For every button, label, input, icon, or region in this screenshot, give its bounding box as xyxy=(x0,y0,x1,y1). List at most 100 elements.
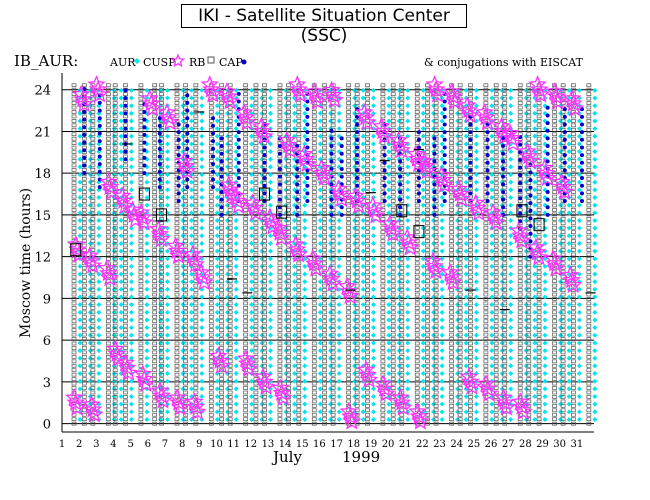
rb-marker xyxy=(152,359,158,364)
aur-marker xyxy=(118,325,124,331)
aur-marker xyxy=(249,225,255,231)
rb-marker xyxy=(193,163,199,168)
rb-marker xyxy=(346,390,351,395)
rb-marker xyxy=(493,114,499,119)
rb-marker xyxy=(346,372,351,377)
rb-marker xyxy=(433,417,439,422)
rb-marker xyxy=(354,399,360,404)
aur-marker xyxy=(259,317,265,323)
rb-marker xyxy=(286,350,291,355)
rb-marker xyxy=(90,181,96,186)
rb-marker xyxy=(414,257,420,261)
rb-marker xyxy=(433,194,439,199)
rb-marker xyxy=(152,350,158,355)
rb-marker xyxy=(227,377,233,381)
aur-marker xyxy=(225,302,231,308)
aur-marker xyxy=(370,225,376,231)
rb-marker xyxy=(174,372,180,377)
aur-marker xyxy=(420,355,426,361)
rb-marker xyxy=(159,190,164,194)
rb-marker xyxy=(322,110,327,114)
aur-marker xyxy=(165,325,171,331)
rb-marker xyxy=(159,421,164,426)
rb-marker xyxy=(380,368,386,373)
aur-marker xyxy=(128,179,134,185)
rb-marker xyxy=(105,83,111,88)
aur-marker xyxy=(439,401,445,407)
aur-marker xyxy=(214,156,220,162)
rb-marker xyxy=(90,154,96,159)
aur-marker xyxy=(317,141,323,147)
aur-marker xyxy=(165,286,171,292)
aur-marker xyxy=(508,110,514,116)
rb-marker xyxy=(330,372,336,377)
aur-marker xyxy=(77,271,83,277)
rb-marker xyxy=(380,265,386,270)
rb-marker xyxy=(112,150,118,154)
rb-marker xyxy=(330,252,336,257)
rb-marker xyxy=(346,265,351,270)
aur-marker xyxy=(292,309,298,315)
aur-marker xyxy=(317,126,323,132)
aur-marker xyxy=(214,263,220,269)
rb-marker xyxy=(399,292,405,297)
aur-marker xyxy=(455,325,461,331)
rb-marker xyxy=(253,346,259,350)
rb-marker xyxy=(227,297,233,301)
rb-marker xyxy=(90,332,96,337)
rb-marker xyxy=(208,221,214,226)
rb-marker xyxy=(174,274,180,279)
rb-marker xyxy=(483,150,489,154)
rb-marker xyxy=(483,243,489,248)
rb-marker xyxy=(81,363,87,368)
aur-marker xyxy=(405,195,411,201)
rb-marker xyxy=(365,417,370,422)
rb-marker xyxy=(526,132,532,137)
rb-marker xyxy=(159,159,164,163)
rb-marker xyxy=(253,225,259,230)
rb-marker xyxy=(193,105,199,110)
aur-marker xyxy=(360,248,366,254)
rb-marker xyxy=(425,225,430,230)
rb-marker xyxy=(346,363,351,368)
rb-marker xyxy=(330,355,336,359)
rb-marker xyxy=(365,248,370,252)
aur-marker xyxy=(360,348,366,354)
rb-marker xyxy=(526,301,532,306)
aur-marker xyxy=(360,217,366,223)
aur-marker xyxy=(336,294,342,300)
rb-marker xyxy=(526,332,532,337)
aur-marker xyxy=(386,118,392,124)
aur-marker xyxy=(268,256,274,262)
rb-marker xyxy=(425,292,430,297)
rb-marker xyxy=(277,363,283,368)
rb-marker xyxy=(193,119,199,123)
aur-marker xyxy=(165,371,171,377)
aur-marker xyxy=(118,302,124,308)
aur-marker xyxy=(144,294,150,300)
aur-marker xyxy=(463,325,469,331)
rb-marker xyxy=(227,372,233,377)
rb-marker xyxy=(526,310,532,315)
rb-marker xyxy=(193,96,199,101)
aur-marker xyxy=(473,225,479,231)
aur-marker xyxy=(386,401,392,407)
rb-marker xyxy=(414,372,420,377)
rb-marker xyxy=(253,243,259,248)
rb-marker xyxy=(322,248,327,252)
aur-marker xyxy=(259,371,265,377)
aur-marker xyxy=(473,233,479,239)
rb-marker xyxy=(243,297,248,301)
rb-marker xyxy=(457,163,463,168)
aur-marker xyxy=(268,355,274,361)
aur-marker xyxy=(214,378,220,384)
rb-marker xyxy=(193,141,199,145)
aur-marker xyxy=(87,286,93,292)
aur-marker xyxy=(463,164,469,170)
aur-marker xyxy=(302,416,308,422)
aur-marker xyxy=(439,126,445,132)
rb-marker xyxy=(457,159,463,163)
rb-marker xyxy=(253,167,259,172)
aur-marker xyxy=(118,271,124,277)
rb-marker xyxy=(71,301,77,306)
